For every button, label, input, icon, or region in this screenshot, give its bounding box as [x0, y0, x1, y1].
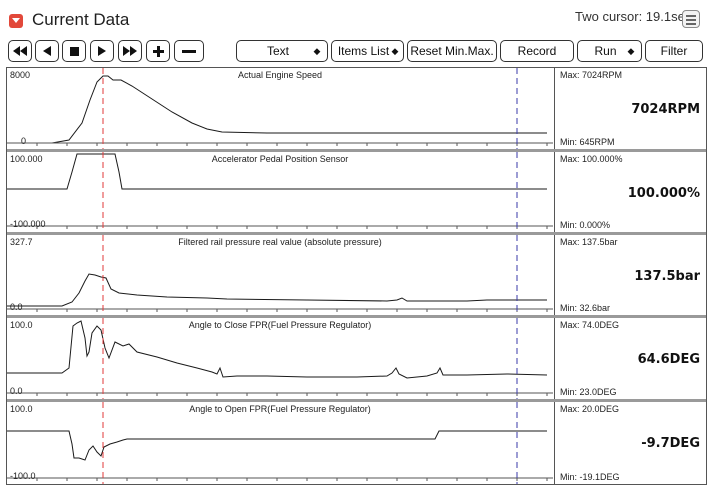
trace-accelerator-pedal — [7, 152, 553, 232]
scale-top: 100.000 — [10, 154, 43, 164]
run-dropdown-label: Run — [594, 44, 617, 58]
channel-name: Angle to Open FPR(Fuel Pressure Regulato… — [189, 404, 371, 414]
toolbar: Text ◆ Items List ◆ Reset Min.Max. Recor… — [0, 38, 711, 66]
scale-top: 8000 — [10, 70, 31, 80]
trace-engine-speed — [7, 68, 553, 149]
stop-icon — [69, 46, 79, 56]
channel-angle-close-fpr: 100.0 Angle to Close FPR(Fuel Pressure R… — [7, 318, 706, 399]
current-value: 64.6DEG — [637, 352, 700, 367]
cursor-info: Two cursor: 19.1sec — [575, 9, 692, 24]
max-value: Max: 100.000% — [560, 154, 623, 164]
max-value: Max: 7024RPM — [560, 70, 623, 80]
items-list-dropdown[interactable]: Items List ◆ — [331, 40, 404, 62]
channel-name: Accelerator Pedal Position Sensor — [211, 154, 349, 164]
scale-bottom: -100.000 — [10, 219, 46, 229]
min-value: Min: 645RPM — [560, 137, 615, 147]
text-dropdown[interactable]: Text ◆ — [236, 40, 328, 62]
channel-plot[interactable]: 8000 Actual Engine Speed 0 — [7, 68, 553, 149]
items-list-label: Items List — [337, 44, 390, 58]
channel-angle-open-fpr: 100.0 Angle to Open FPR(Fuel Pressure Re… — [7, 402, 706, 484]
channel-separator[interactable] — [7, 399, 706, 402]
max-value: Max: 137.5bar — [560, 237, 618, 247]
zoom-in-button[interactable] — [146, 40, 170, 62]
trace-angle-close-fpr — [7, 318, 553, 399]
channel-plot[interactable]: 100.000 Accelerator Pedal Position Senso… — [7, 152, 553, 232]
current-value: -9.7DEG — [641, 436, 700, 451]
max-value: Max: 20.0DEG — [560, 404, 620, 414]
scale-top: 100.0 — [10, 320, 33, 330]
minus-icon — [182, 49, 196, 53]
current-value: 7024RPM — [631, 102, 700, 117]
channel-info: Max: 100.000% 100.000% Min: 0.000% — [554, 152, 706, 232]
current-value: 100.000% — [627, 186, 700, 201]
plus-icon — [152, 45, 164, 57]
channel-name: Actual Engine Speed — [237, 70, 323, 80]
channel-separator[interactable] — [7, 315, 706, 318]
stop-button[interactable] — [62, 40, 86, 62]
scale-bottom: 0.0 — [10, 302, 23, 312]
step-back-button[interactable] — [35, 40, 59, 62]
channel-name: Angle to Close FPR(Fuel Pressure Regulat… — [188, 320, 372, 330]
graph-panel: 8000 Actual Engine Speed 0 Max: 7024RPM … — [6, 67, 707, 485]
channel-separator[interactable] — [7, 149, 706, 152]
trace-angle-open-fpr — [7, 402, 553, 484]
scale-bottom: -100.0 — [10, 471, 36, 481]
channel-name: Filtered rail pressure real value (absol… — [178, 237, 382, 247]
channel-info: Max: 74.0DEG 64.6DEG Min: 23.0DEG — [554, 318, 706, 399]
fast-forward-icon — [123, 46, 137, 56]
channel-info: Max: 137.5bar 137.5bar Min: 32.6bar — [554, 235, 706, 315]
play-icon — [98, 46, 106, 56]
channel-info: Max: 20.0DEG -9.7DEG Min: -19.1DEG — [554, 402, 706, 484]
channel-info: Max: 7024RPM 7024RPM Min: 645RPM — [554, 68, 706, 149]
current-value: 137.5bar — [634, 269, 700, 284]
play-button[interactable] — [90, 40, 114, 62]
fast-forward-button[interactable] — [118, 40, 142, 62]
up-down-caret-icon: ◆ — [391, 45, 399, 56]
text-dropdown-label: Text — [266, 44, 289, 58]
min-value: Min: 0.000% — [560, 220, 611, 230]
trace-rail-pressure — [7, 235, 553, 315]
channel-separator[interactable] — [7, 232, 706, 235]
menu-icon[interactable] — [682, 10, 700, 28]
up-down-caret-icon: ◆ — [313, 45, 321, 56]
dropdown-arrow-icon[interactable] — [9, 14, 23, 28]
min-value: Min: -19.1DEG — [560, 472, 620, 482]
run-dropdown[interactable]: Run ◆ — [577, 40, 642, 62]
scale-bottom: 0.0 — [10, 386, 23, 396]
record-button[interactable]: Record — [500, 40, 574, 62]
min-value: Min: 32.6bar — [560, 303, 611, 313]
up-down-caret-icon: ◆ — [627, 45, 635, 56]
rewind-button[interactable] — [8, 40, 32, 62]
min-value: Min: 23.0DEG — [560, 387, 617, 397]
channel-plot[interactable]: 100.0 Angle to Close FPR(Fuel Pressure R… — [7, 318, 553, 399]
step-back-icon — [43, 46, 51, 56]
channel-engine-speed: 8000 Actual Engine Speed 0 Max: 7024RPM … — [7, 68, 706, 149]
rewind-icon — [13, 46, 27, 56]
window-title: Current Data — [32, 10, 130, 29]
channel-accelerator-pedal: 100.000 Accelerator Pedal Position Senso… — [7, 152, 706, 232]
filter-button[interactable]: Filter — [645, 40, 703, 62]
channel-rail-pressure: 327.7 Filtered rail pressure real value … — [7, 235, 706, 315]
max-value: Max: 74.0DEG — [560, 320, 620, 330]
title-bar: Current Data Two cursor: 19.1sec — [0, 0, 711, 36]
channel-plot[interactable]: 100.0 Angle to Open FPR(Fuel Pressure Re… — [7, 402, 553, 484]
scale-top: 327.7 — [10, 237, 33, 247]
channel-plot[interactable]: 327.7 Filtered rail pressure real value … — [7, 235, 553, 315]
scale-top: 100.0 — [10, 404, 33, 414]
zoom-out-button[interactable] — [174, 40, 204, 62]
scale-bottom: 0 — [21, 136, 27, 146]
reset-min-max-button[interactable]: Reset Min.Max. — [407, 40, 497, 62]
